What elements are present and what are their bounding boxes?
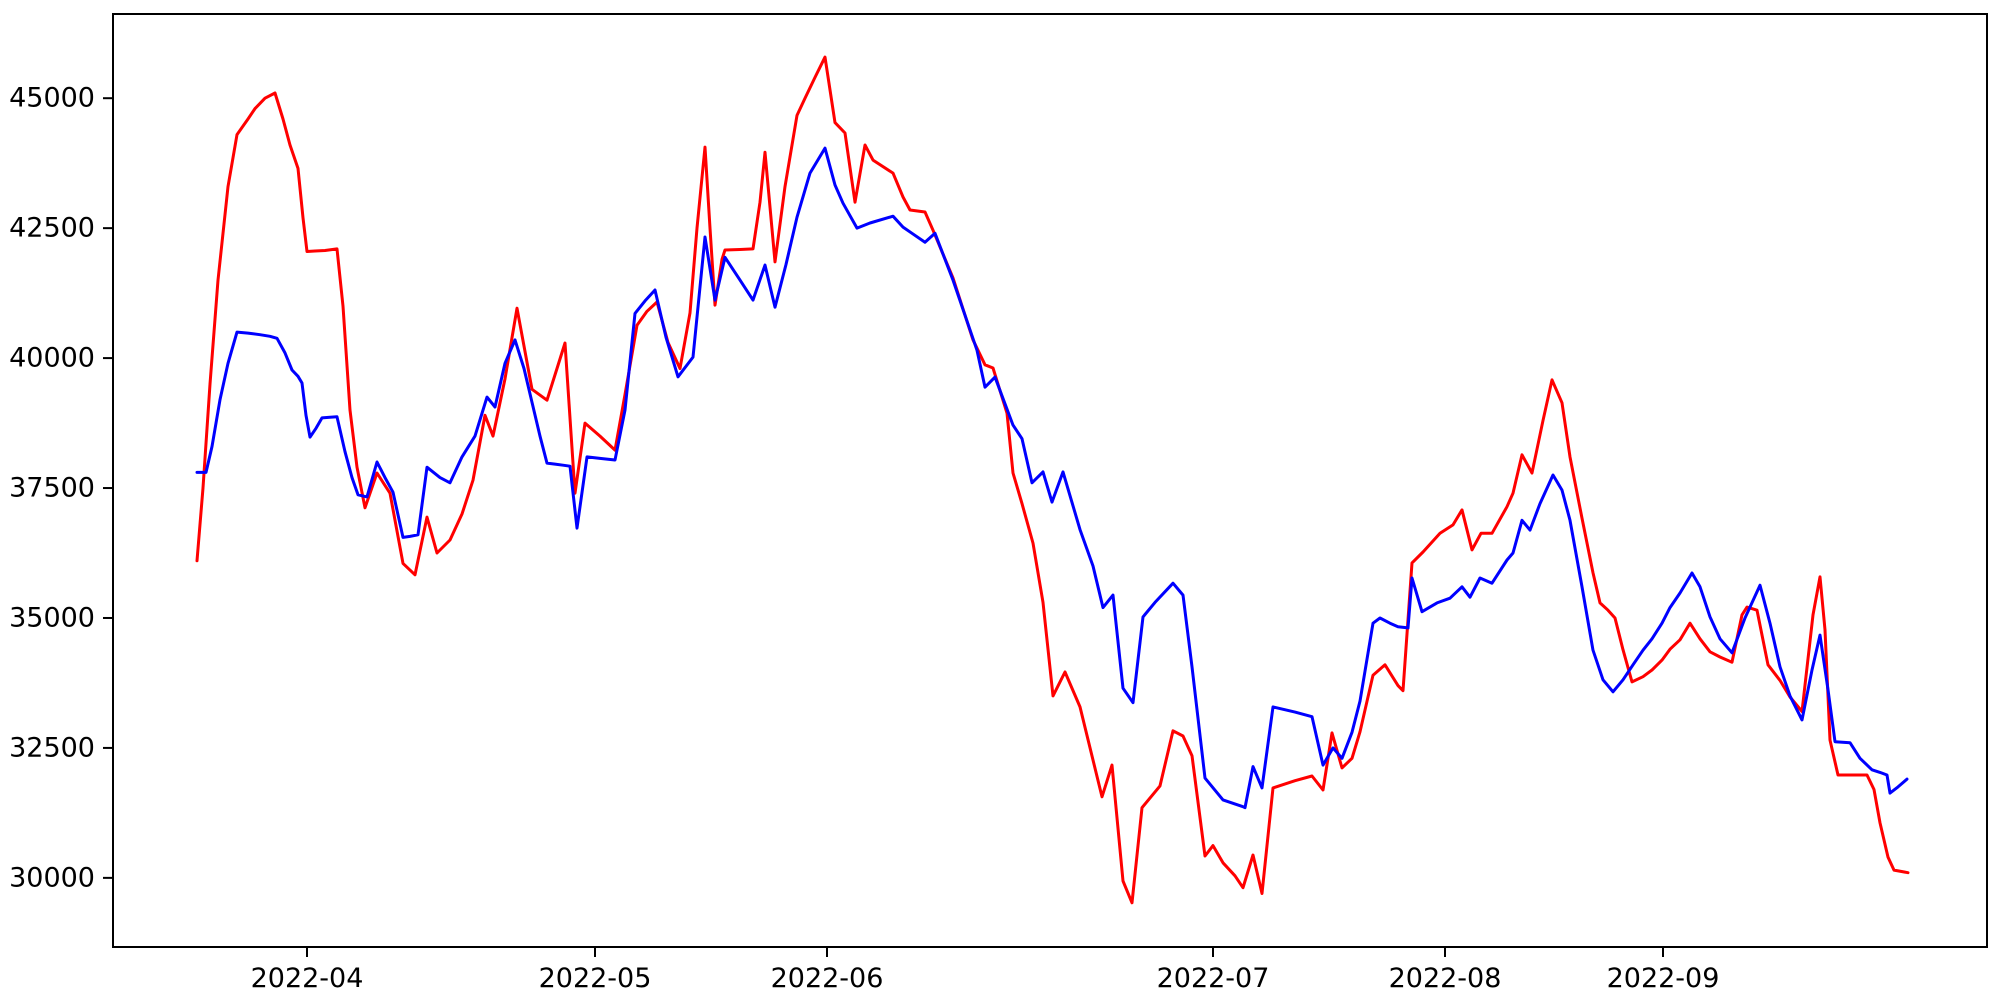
red-series [195,55,1910,905]
y-tick-label: 35000 [9,602,95,634]
y-tick-label: 37500 [9,472,95,504]
x-tick-label: 2022-04 [250,963,364,994]
y-tick-label: 42500 [9,212,95,244]
y-tick-label: 32500 [9,732,95,764]
x-tick-label: 2022-06 [770,963,884,994]
y-tick-label: 45000 [9,82,95,114]
y-tick-label: 40000 [9,342,95,374]
x-tick-label: 2022-05 [538,963,652,994]
plot-border [112,13,1988,948]
x-tick-label: 2022-09 [1606,963,1720,994]
x-tick-label: 2022-08 [1388,963,1502,994]
y-tick-label: 30000 [9,862,95,894]
blue-series [195,146,1909,810]
x-tick-label: 2022-07 [1156,963,1270,994]
